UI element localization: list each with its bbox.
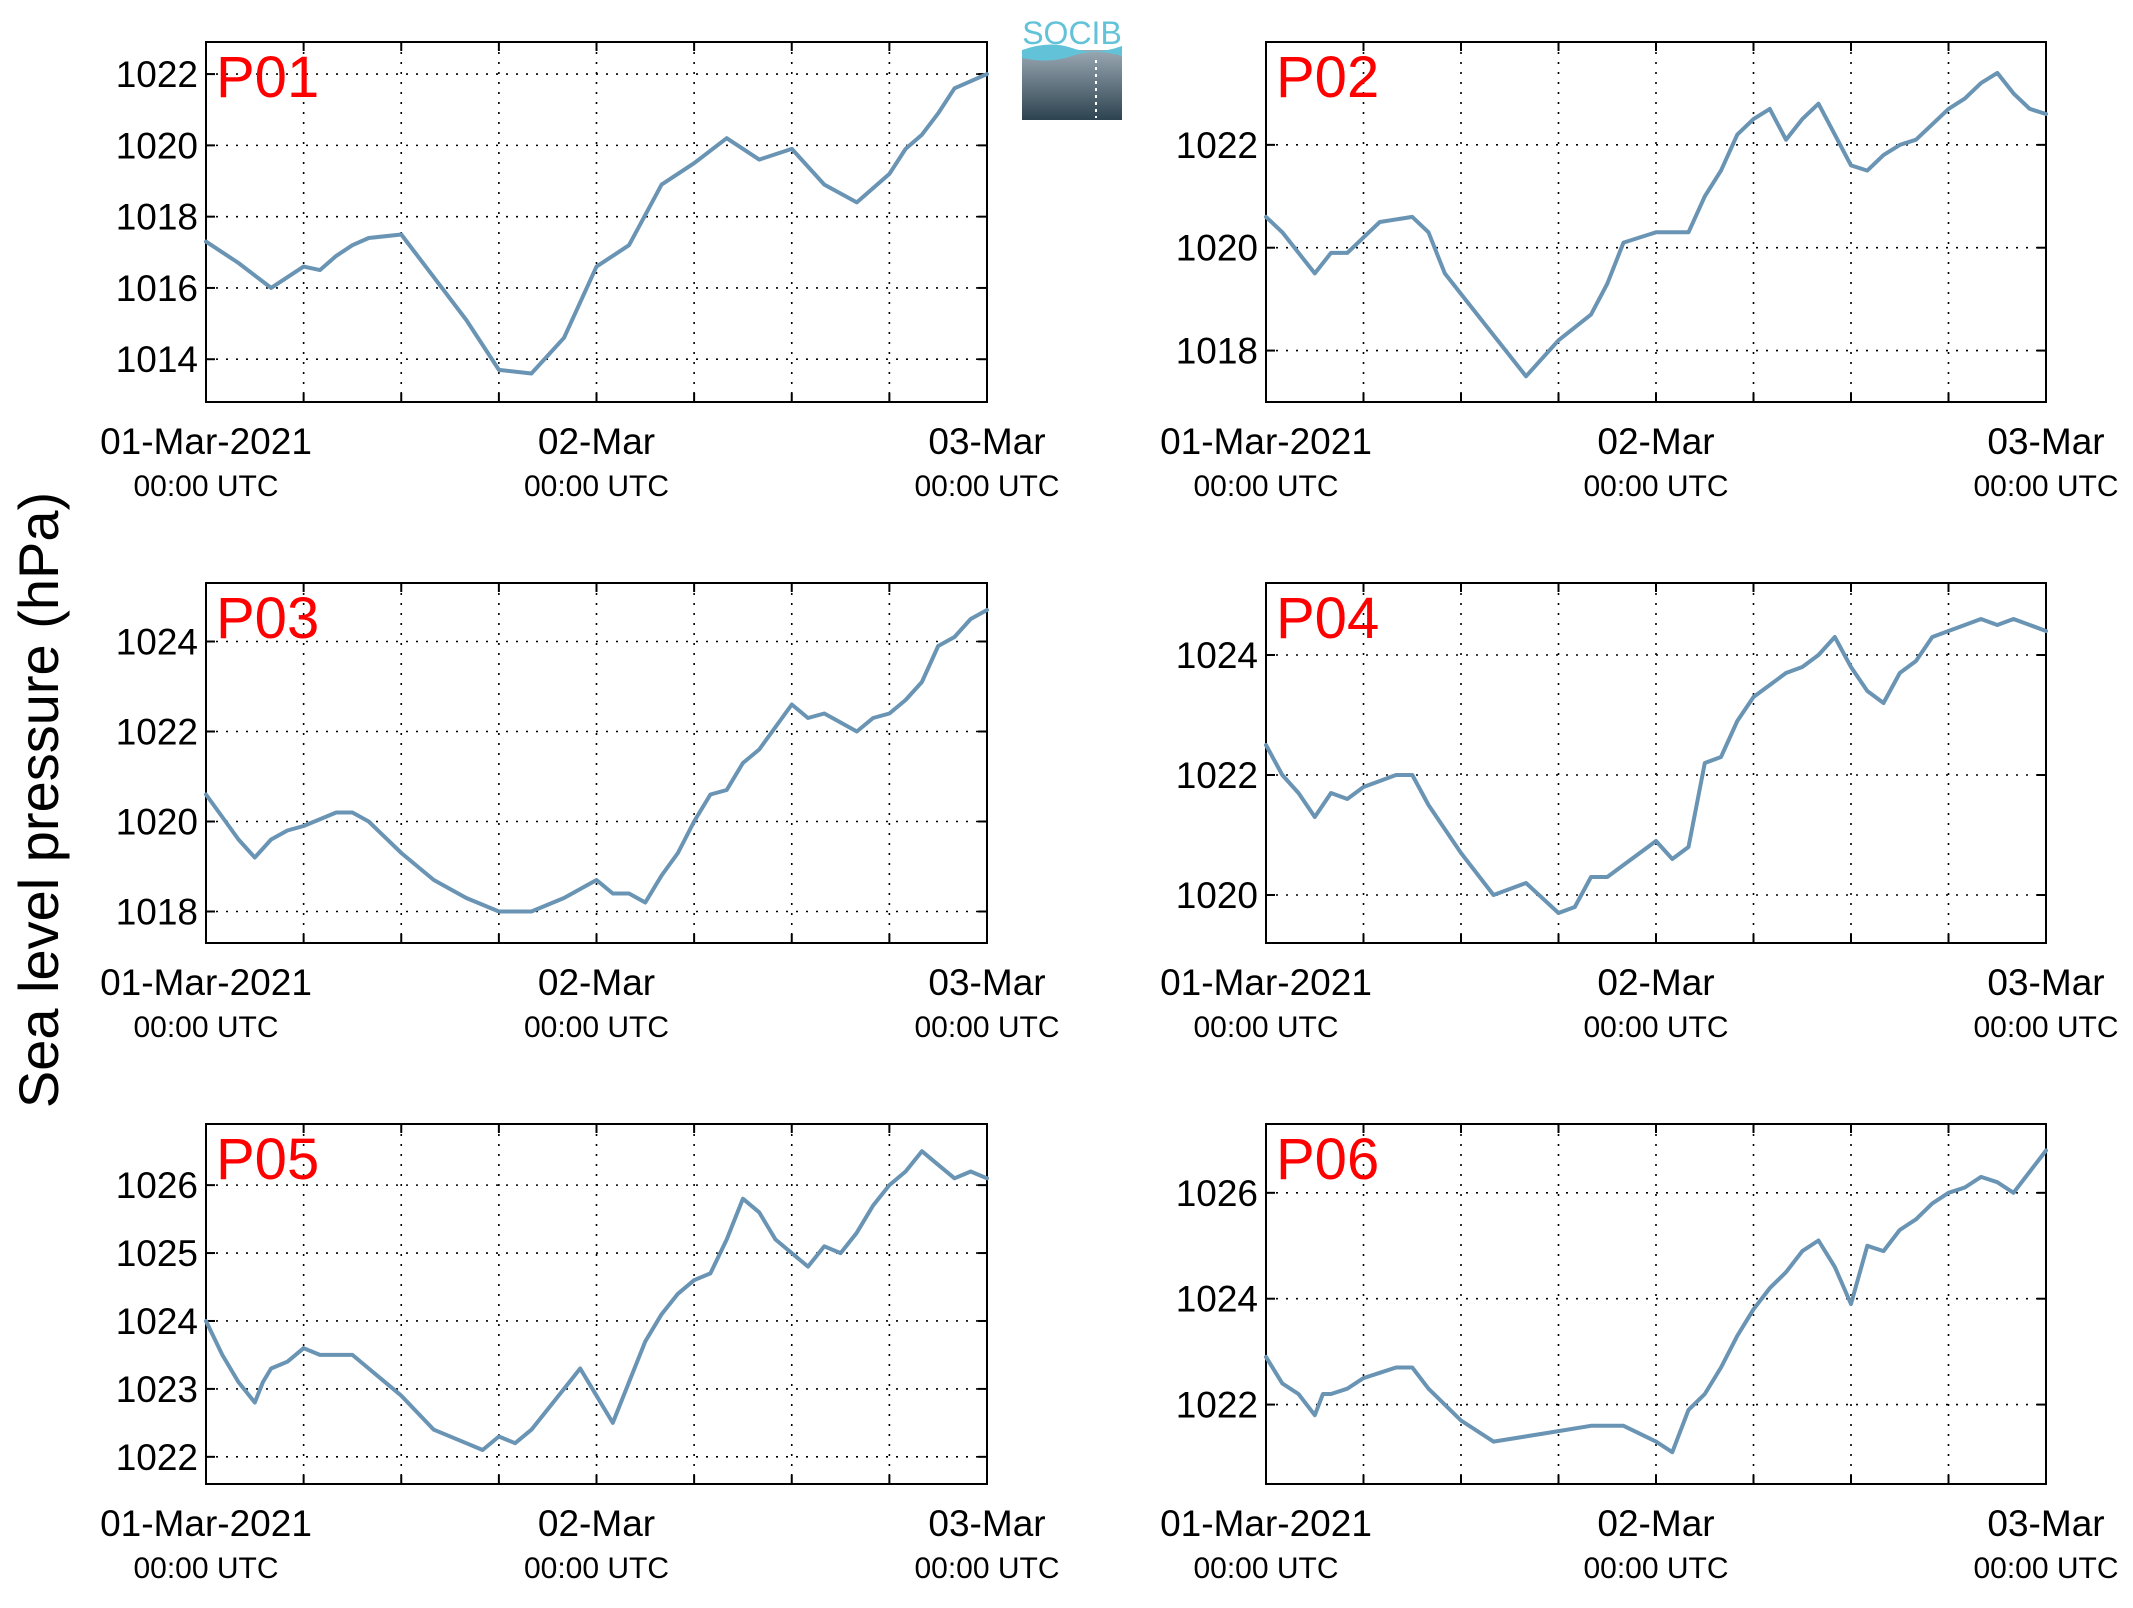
x-tick-label: 02-Mar [538, 962, 655, 1003]
y-tick-label: 1020 [116, 802, 198, 843]
x-tick-sublabel: 00:00 UTC [1583, 1011, 1728, 1044]
series-line-p02 [1264, 70, 2048, 379]
x-tick-label: 03-Mar [1987, 1503, 2104, 1544]
x-tick-sublabel: 00:00 UTC [133, 1552, 278, 1585]
series-line-p05 [204, 1149, 989, 1452]
x-tick-sublabel: 00:00 UTC [133, 470, 278, 503]
x-tick-sublabel: 00:00 UTC [914, 1011, 1059, 1044]
panel-p04: 1020 1022 1024 01-Mar-2021 00:00 UTC 02-Mar 00… [1160, 582, 2119, 1044]
x-tick-label: 02-Mar [538, 1503, 655, 1544]
y-tick-label: 1022 [116, 54, 198, 95]
panel-p05: 1022 1023 1024 1025 1026 01-Mar-2021 00:00 UTC… [100, 1123, 1060, 1585]
y-tick-label: 1022 [1176, 755, 1258, 796]
panel-title-p03: P03 [216, 586, 319, 651]
x-tick-label: 03-Mar [1987, 421, 2104, 462]
y-tick-label: 1022 [116, 1437, 198, 1478]
y-tick-label: 1026 [1176, 1173, 1258, 1214]
y-tick-label: 1022 [116, 712, 198, 753]
global-ylabel: Sea level pressure (hPa) [7, 492, 70, 1108]
x-tick-label: 01-Mar-2021 [100, 962, 312, 1003]
x-tick-sublabel: 00:00 UTC [524, 1552, 669, 1585]
x-tick-sublabel: 00:00 UTC [524, 1011, 669, 1044]
panels: 1014 1016 1018 1020 1022 01-Mar-2021 00:00 UTC… [100, 41, 2119, 1585]
series-line-p01 [204, 72, 989, 376]
series-line-p06 [1264, 1148, 2048, 1455]
y-tick-label: 1026 [116, 1165, 198, 1206]
x-tick-label: 03-Mar [928, 1503, 1045, 1544]
x-tick-label: 01-Mar-2021 [1160, 962, 1372, 1003]
x-tick-label: 01-Mar-2021 [100, 1503, 312, 1544]
panel-title-p01: P01 [216, 45, 319, 110]
socib-logo: SOCIB [1022, 15, 1122, 120]
y-tick-label: 1018 [116, 892, 198, 933]
x-tick-sublabel: 00:00 UTC [524, 470, 669, 503]
panel-title-p02: P02 [1276, 45, 1379, 110]
x-tick-label: 02-Mar [1597, 962, 1714, 1003]
x-tick-sublabel: 00:00 UTC [914, 1552, 1059, 1585]
y-tick-label: 1018 [116, 197, 198, 238]
panel-title-p05: P05 [216, 1127, 319, 1192]
y-tick-label: 1022 [1176, 1385, 1258, 1426]
y-tick-label: 1014 [116, 339, 198, 380]
x-tick-label: 02-Mar [1597, 1503, 1714, 1544]
x-tick-sublabel: 00:00 UTC [1193, 1011, 1338, 1044]
y-tick-label: 1024 [116, 1301, 198, 1342]
logo-text: SOCIB [1022, 15, 1122, 51]
x-tick-sublabel: 00:00 UTC [1193, 470, 1338, 503]
y-tick-label: 1024 [1176, 1279, 1258, 1320]
x-tick-sublabel: 00:00 UTC [1193, 1552, 1338, 1585]
x-tick-label: 01-Mar-2021 [1160, 421, 1372, 462]
panel-p02: 1018 1020 1022 01-Mar-2021 00:00 UTC 02-Mar 00… [1160, 41, 2119, 503]
y-tick-label: 1022 [1176, 125, 1258, 166]
x-tick-label: 01-Mar-2021 [100, 421, 312, 462]
x-tick-sublabel: 00:00 UTC [914, 470, 1059, 503]
y-tick-label: 1020 [1176, 228, 1258, 269]
x-tick-label: 02-Mar [1597, 421, 1714, 462]
y-tick-label: 1025 [116, 1233, 198, 1274]
panel-p06: 1022 1024 1026 01-Mar-2021 00:00 UTC 02-Mar 00… [1160, 1123, 2119, 1585]
y-tick-label: 1016 [116, 268, 198, 309]
series-line-p04 [1264, 617, 2048, 915]
x-tick-sublabel: 00:00 UTC [133, 1011, 278, 1044]
x-tick-label: 03-Mar [928, 962, 1045, 1003]
x-tick-sublabel: 00:00 UTC [1973, 1011, 2118, 1044]
y-tick-label: 1018 [1176, 331, 1258, 372]
panel-title-p06: P06 [1276, 1127, 1379, 1192]
series-line-p03 [204, 608, 989, 914]
panel-p01: 1014 1016 1018 1020 1022 01-Mar-2021 00:00 UTC… [100, 41, 1060, 503]
x-tick-label: 01-Mar-2021 [1160, 1503, 1372, 1544]
y-tick-label: 1020 [1176, 875, 1258, 916]
y-tick-label: 1020 [116, 125, 198, 166]
y-tick-label: 1023 [116, 1369, 198, 1410]
logo-block [1022, 50, 1122, 120]
panel-title-p04: P04 [1276, 586, 1379, 651]
x-tick-sublabel: 00:00 UTC [1973, 1552, 2118, 1585]
y-tick-label: 1024 [116, 622, 198, 663]
x-tick-sublabel: 00:00 UTC [1973, 470, 2118, 503]
x-tick-sublabel: 00:00 UTC [1583, 1552, 1728, 1585]
x-tick-label: 03-Mar [928, 421, 1045, 462]
x-tick-label: 02-Mar [538, 421, 655, 462]
panel-p03: 1018 1020 1022 1024 01-Mar-2021 00:00 UTC 02-M… [100, 582, 1060, 1044]
y-tick-label: 1024 [1176, 635, 1258, 676]
x-tick-sublabel: 00:00 UTC [1583, 470, 1728, 503]
logo-wave [1022, 44, 1122, 61]
x-tick-label: 03-Mar [1987, 962, 2104, 1003]
